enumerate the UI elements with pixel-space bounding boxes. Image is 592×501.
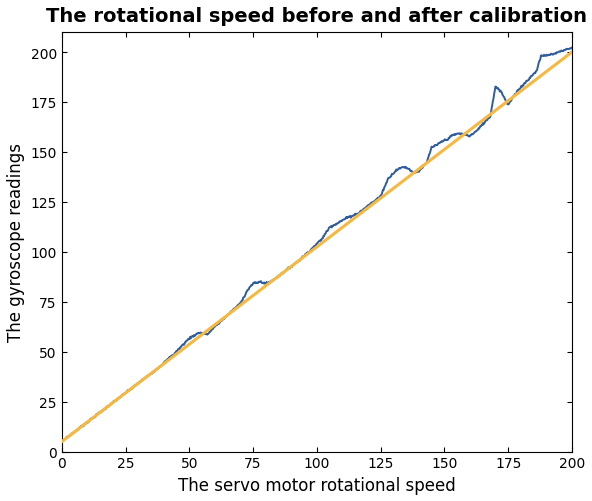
Title: The rotational speed before and after calibration: The rotational speed before and after ca… (46, 7, 587, 26)
X-axis label: The servo motor rotational speed: The servo motor rotational speed (178, 476, 456, 494)
Y-axis label: The gyroscope readings: The gyroscope readings (7, 143, 25, 342)
